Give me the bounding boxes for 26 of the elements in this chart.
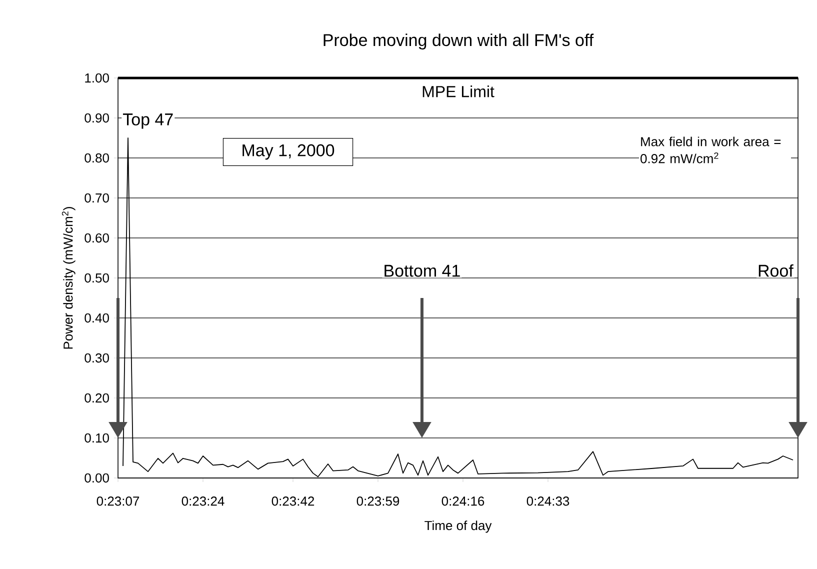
y-tick-label: 0.40 [84, 313, 109, 323]
y-tick-label: 0.30 [84, 353, 109, 363]
chart-title: Probe moving down with all FM's off [324, 34, 594, 50]
annotation: Top 47 [122, 114, 173, 129]
y-axis-title: Power density (mW/cm$^{2}$) [62, 207, 76, 349]
annotation: May 1, 2000 [242, 144, 334, 160]
x-tick-label: 0:23:59 [356, 496, 400, 506]
y-tick-label: 0.70 [84, 193, 109, 203]
annotation: Bottom 41 [384, 264, 460, 277]
x-tick-label: 0:23:07 [96, 496, 140, 506]
x-axis-title: Time of day [424, 520, 492, 533]
y-tick-label: 0.60 [84, 233, 109, 243]
y-tick-label: 0.90 [84, 113, 109, 123]
ref-line-label: MPE Limit [422, 86, 494, 98]
annotation: Max field in work area = 0.92 mW/cm$^{2}$ [640, 136, 781, 164]
y-tick-label: 0.20 [84, 393, 109, 403]
x-tick-label: 0:24:16 [442, 496, 484, 506]
y-tick-label: 0.80 [84, 153, 109, 163]
y-tick-label: 1.00 [85, 73, 109, 83]
x-tick-label: 0:23:42 [272, 496, 314, 506]
y-tick-label: 0.50 [84, 273, 109, 283]
x-tick-label: 0:24:33 [526, 496, 570, 506]
y-tick-label: 0.10 [84, 433, 109, 443]
annotation: Roof [758, 264, 794, 277]
x-tick-label: 0:23:24 [182, 496, 224, 506]
y-tick-label: 0.00 [84, 473, 109, 483]
